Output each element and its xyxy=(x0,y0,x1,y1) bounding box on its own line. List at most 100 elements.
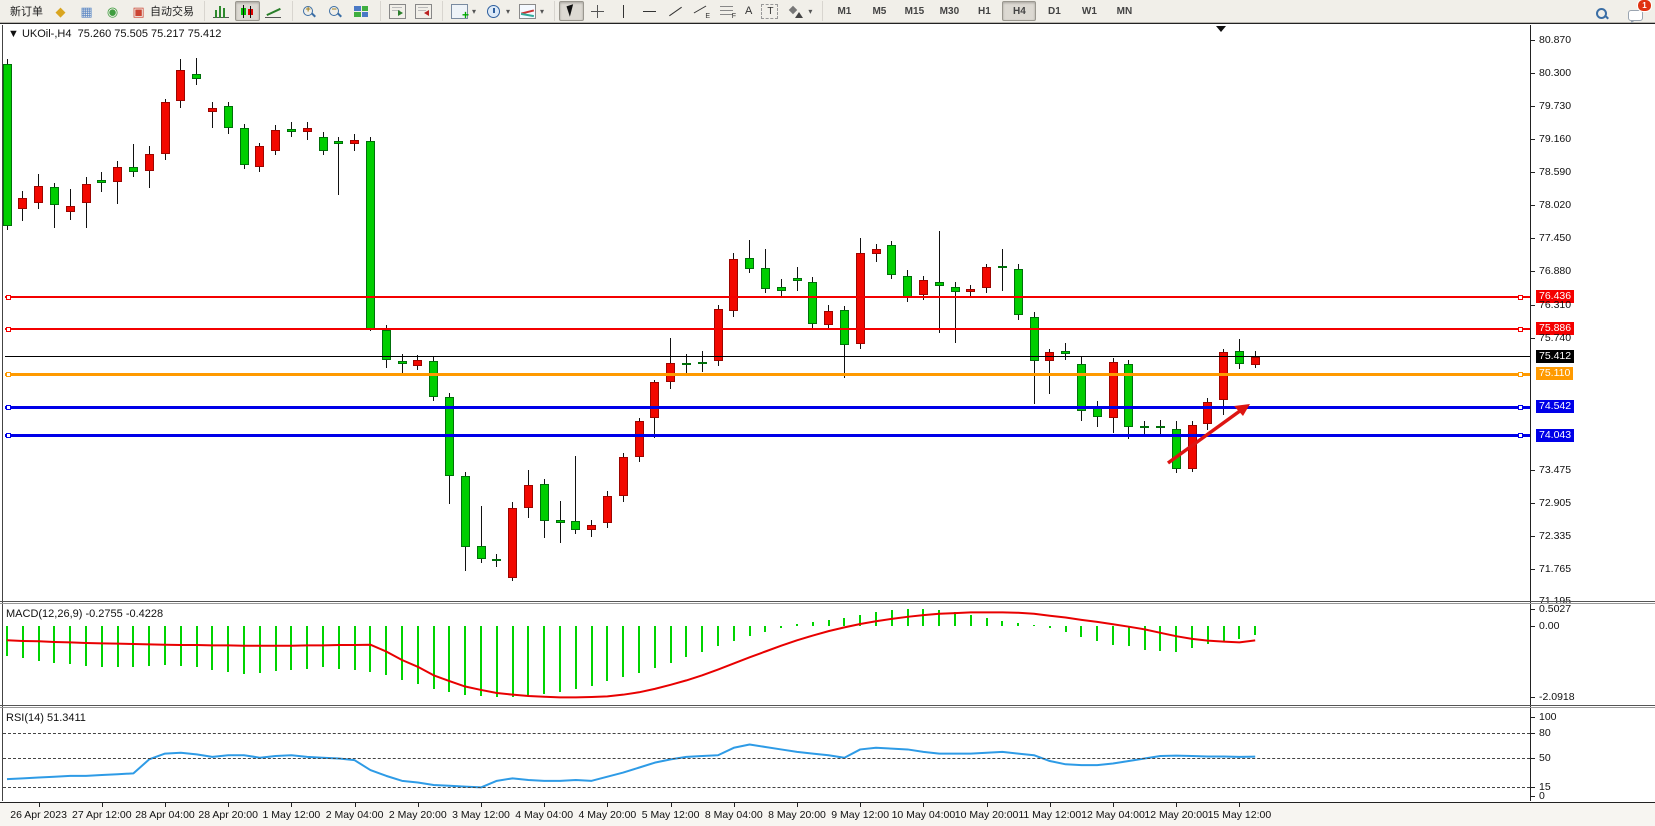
candle-wick xyxy=(954,281,956,343)
search-icon xyxy=(1593,6,1610,21)
annotation-arrow-line[interactable] xyxy=(1166,406,1246,465)
timeframe-m1-button[interactable]: M1 xyxy=(837,5,852,17)
price-tick xyxy=(1530,73,1535,74)
search-button[interactable] xyxy=(1589,3,1614,23)
objects-group: ▾ ▾ ▾ xyxy=(442,1,552,22)
terminal-button[interactable]: ▦ xyxy=(74,1,99,21)
candle-body xyxy=(618,457,628,497)
macd-histogram-bar xyxy=(574,626,577,689)
auto-scroll-button[interactable] xyxy=(385,1,410,21)
zoom-out-icon xyxy=(327,4,344,19)
candle-body xyxy=(239,128,249,166)
timeframe-w1-button[interactable]: W1 xyxy=(1081,5,1097,17)
candle-body xyxy=(508,508,518,578)
hline-left-handle[interactable] xyxy=(6,294,11,300)
price-tick-label: 80.870 xyxy=(1539,34,1572,46)
shapes-button[interactable]: ▾ xyxy=(783,1,816,21)
collapse-arrow-icon[interactable]: ▼ xyxy=(8,28,19,40)
macd-histogram-bar xyxy=(1080,626,1083,638)
rsi-tick xyxy=(1530,796,1535,797)
macd-histogram-bar xyxy=(100,626,103,667)
text-button[interactable]: A xyxy=(745,5,753,17)
pane-separator[interactable] xyxy=(0,705,1655,706)
signal-button[interactable]: ◉ xyxy=(100,1,125,21)
chart-shift-button[interactable] xyxy=(411,1,436,21)
candle-body xyxy=(634,421,644,457)
tile-windows-button[interactable] xyxy=(349,1,374,21)
text-label-button[interactable] xyxy=(757,1,782,21)
timeframe-d1-button[interactable]: D1 xyxy=(1048,5,1061,17)
pane-separator[interactable] xyxy=(0,601,1655,602)
zoom-in-button[interactable] xyxy=(297,1,322,21)
chart-type-group xyxy=(204,1,290,21)
autotrading-button[interactable]: ▣ 自动交易 xyxy=(126,1,198,21)
hline-left-handle[interactable] xyxy=(6,326,11,332)
ticket-button[interactable]: ◆ xyxy=(48,1,73,21)
candle-body xyxy=(950,286,960,292)
crosshair-button[interactable] xyxy=(585,1,610,21)
rsi-tick xyxy=(1530,717,1535,718)
timeframe-m15-button[interactable]: M15 xyxy=(904,5,925,17)
macd-histogram-bar xyxy=(796,624,798,626)
price-hline[interactable] xyxy=(5,434,1530,438)
hline-right-handle[interactable] xyxy=(1518,294,1523,300)
horizontal-line-button[interactable] xyxy=(637,1,662,21)
timeframe-h4-button[interactable]: H4 xyxy=(1002,1,1037,21)
time-tick-label: 5 May 12:00 xyxy=(641,809,700,821)
annotation-arrow-head[interactable] xyxy=(1234,404,1250,416)
candle-wick xyxy=(480,505,482,564)
candle-body xyxy=(966,288,976,292)
zoom-out-button[interactable] xyxy=(323,1,348,21)
notifications-button[interactable]: 1 xyxy=(1624,0,1652,24)
hline-right-handle[interactable] xyxy=(1518,433,1523,439)
hline-left-handle[interactable] xyxy=(6,433,11,439)
periods-button[interactable]: ▾ xyxy=(481,1,514,21)
candle-body xyxy=(65,206,75,213)
chat-icon xyxy=(1628,9,1643,24)
rsi-tick xyxy=(1530,787,1535,788)
time-tick-label: 3 May 12:00 xyxy=(452,809,510,821)
rsi-tick-label: 50 xyxy=(1539,752,1551,764)
time-tick-label: 8 May 20:00 xyxy=(768,809,826,821)
hline-right-handle[interactable] xyxy=(1518,371,1523,377)
timeframe-mn-button[interactable]: MN xyxy=(1116,5,1133,17)
candlestick-chart-button[interactable] xyxy=(235,1,260,21)
macd-histogram-bar xyxy=(164,626,166,666)
price-hline[interactable] xyxy=(5,405,1530,409)
fibonacci-button[interactable] xyxy=(715,1,740,21)
fibonacci-icon xyxy=(719,3,736,20)
hline-right-handle[interactable] xyxy=(1518,404,1523,410)
indicators-button[interactable]: ▾ xyxy=(515,1,548,21)
time-tick xyxy=(1176,803,1178,807)
macd-histogram-bar xyxy=(1238,626,1241,639)
macd-histogram-bar xyxy=(985,617,988,626)
line-chart-button[interactable] xyxy=(261,1,286,21)
hline-right-handle[interactable] xyxy=(1518,326,1523,332)
hline-left-handle[interactable] xyxy=(6,371,11,377)
timeframe-m5-button[interactable]: M5 xyxy=(872,5,887,17)
price-line-badge: 74.043 xyxy=(1536,428,1575,442)
timeframe-h1-button[interactable]: H1 xyxy=(978,5,991,17)
new-chart-button[interactable]: ▾ xyxy=(447,1,480,22)
channel-button[interactable] xyxy=(689,1,714,21)
macd-histogram-bar xyxy=(1206,626,1209,645)
hline-left-handle[interactable] xyxy=(6,404,11,410)
cursor-button[interactable] xyxy=(559,1,585,21)
price-hline[interactable] xyxy=(5,296,1530,299)
candle-body xyxy=(3,63,12,227)
price-hline[interactable] xyxy=(5,328,1530,331)
time-tick-label: 4 May 20:00 xyxy=(578,809,637,821)
chart-shift-marker-icon[interactable] xyxy=(1216,26,1226,32)
price-hline[interactable] xyxy=(5,356,1530,358)
symbol-period: UKOil-,H4 xyxy=(21,28,72,40)
macd-histogram-bar xyxy=(954,612,956,626)
price-hline[interactable] xyxy=(5,372,1530,376)
chart-plot-area[interactable] xyxy=(3,25,1530,801)
timeframe-m30-button[interactable]: M30 xyxy=(939,5,960,17)
trendline-button[interactable] xyxy=(663,1,688,21)
new-order-button[interactable]: 新订单 xyxy=(10,6,43,18)
price-tick xyxy=(1530,338,1535,339)
vertical-line-button[interactable] xyxy=(611,1,636,21)
time-tick xyxy=(481,803,482,807)
bar-chart-button[interactable] xyxy=(209,1,234,21)
